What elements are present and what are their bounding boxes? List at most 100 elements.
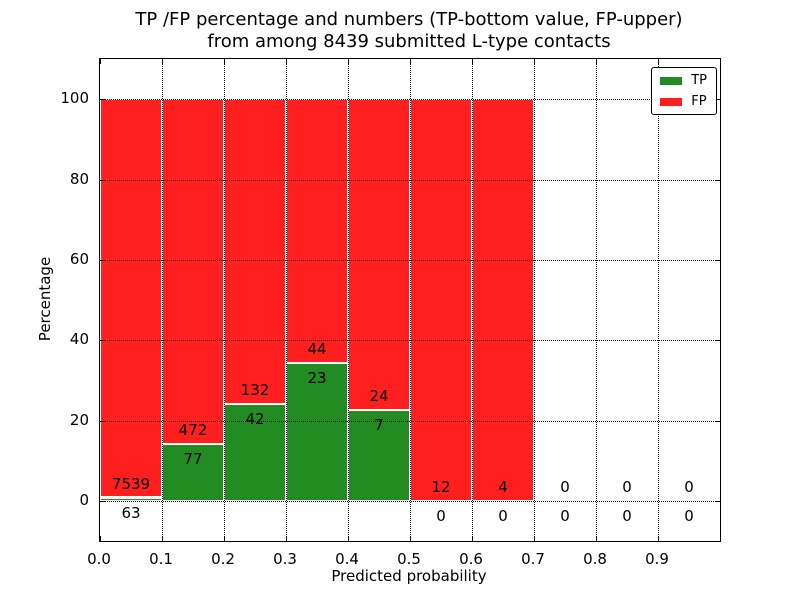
x-tick-top-0.3 [286,59,287,64]
count-label-tp-9: 0 [684,506,694,525]
legend-entry-tp: TP [660,74,707,87]
grid-line-x-0.5 [410,59,411,541]
count-label-tp-5: 0 [436,506,446,525]
y-tick-label-60: 60 [69,249,89,268]
bar-tp-3 [286,362,348,501]
x-tick-bottom-0.7 [534,536,535,541]
x-axis-label: Predicted probability [331,567,487,585]
grid-line-x-0.8 [596,59,597,541]
y-tick-label-40: 40 [69,330,89,349]
count-label-tp-8: 0 [622,506,632,525]
x-tick-top-0.5 [410,59,411,64]
bar-fp-5 [410,99,472,501]
x-tick-bottom-0.0 [100,536,101,541]
chart-title-line1: TP /FP percentage and numbers (TP-bottom… [135,9,683,30]
count-label-tp-2: 42 [245,409,265,428]
count-label-fp-0: 7539 [111,474,151,493]
count-label-tp-4: 7 [374,416,384,435]
bar-fp-3 [286,99,348,363]
count-label-tp-3: 23 [307,368,327,387]
x-tick-label-0.1: 0.1 [149,550,173,568]
fp-legend-label: FP [691,94,707,109]
x-tick-bottom-0.9 [658,536,659,541]
x-tick-label-0.0: 0.0 [87,550,111,568]
x-tick-label-0.6: 0.6 [459,550,483,568]
x-tick-top-0.6 [472,59,473,64]
y-tick-left-20 [100,420,105,422]
grid-line-x-0.2 [224,59,225,541]
bar-tp-0 [100,497,162,501]
bar-fp-1 [162,99,224,445]
x-tick-label-0.3: 0.3 [273,550,297,568]
x-tick-label-0.2: 0.2 [211,550,235,568]
x-tick-top-0.0 [100,59,101,64]
y-tick-label-80: 80 [69,169,89,188]
y-tick-left-60 [100,259,105,261]
y-tick-right-40 [715,340,720,342]
x-tick-bottom-0.4 [348,536,349,541]
count-label-fp-1: 472 [178,421,208,440]
count-label-fp-5: 12 [431,477,451,496]
x-tick-label-0.9: 0.9 [645,550,669,568]
y-axis-label: Percentage [36,256,54,342]
x-tick-label-0.4: 0.4 [335,550,359,568]
count-label-tp-1: 77 [183,450,203,469]
x-tick-bottom-0.6 [472,536,473,541]
count-label-fp-8: 0 [622,477,632,496]
bar-fp-0 [100,99,162,498]
tp-legend-swatch [660,76,683,85]
count-label-tp-7: 0 [560,506,570,525]
y-tick-left-40 [100,340,105,342]
bar-fp-6 [472,99,534,501]
y-tick-left-0 [100,500,105,502]
x-tick-top-0.8 [596,59,597,64]
count-label-fp-2: 132 [240,380,270,399]
bar-fp-4 [348,99,410,411]
chart-title: TP /FP percentage and numbers (TP-bottom… [99,9,719,53]
bar-tp-1 [162,444,224,501]
grid-line-x-0.1 [162,59,163,541]
x-tick-bottom-0.3 [286,536,287,541]
legend-entry-fp: FP [660,95,707,108]
y-tick-left-100 [100,99,105,101]
x-tick-top-0.7 [534,59,535,64]
x-tick-label-0.7: 0.7 [521,550,545,568]
x-tick-label-0.8: 0.8 [583,550,607,568]
y-tick-right-20 [715,420,720,422]
x-tick-bottom-0.2 [224,536,225,541]
y-tick-label-100: 100 [60,89,89,108]
grid-line-x-0.9 [658,59,659,541]
fp-legend-swatch [660,97,683,106]
x-tick-top-0.1 [162,59,163,64]
x-tick-bottom-0.5 [410,536,411,541]
grid-line-x-0.6 [472,59,473,541]
y-tick-label-20: 20 [69,410,89,429]
x-tick-top-0.2 [224,59,225,64]
y-tick-left-80 [100,179,105,181]
count-label-tp-6: 0 [498,506,508,525]
plot-area: TP FP 7539 63 472 77 132 42 44 23 24 7 12 0 4 0 0 0 0 0 0 0 [99,58,721,542]
count-label-tp-0: 63 [121,503,141,522]
x-tick-bottom-0.8 [596,536,597,541]
grid-line-x-0.4 [348,59,349,541]
count-label-fp-3: 44 [307,339,327,358]
x-tick-top-0.9 [658,59,659,64]
y-tick-right-100 [715,99,720,101]
grid-line-x-0.3 [286,59,287,541]
count-label-fp-4: 24 [369,387,389,406]
x-tick-bottom-0.1 [162,536,163,541]
count-label-fp-6: 4 [498,477,508,496]
y-tick-right-80 [715,179,720,181]
chart-title-line2: from among 8439 submitted L-type contact… [207,31,611,52]
y-tick-right-0 [715,500,720,502]
y-tick-right-60 [715,259,720,261]
grid-line-x-0.7 [534,59,535,541]
tp-legend-label: TP [691,73,707,88]
x-tick-top-0.4 [348,59,349,64]
x-tick-label-0.5: 0.5 [397,550,421,568]
legend: TP FP [651,67,717,115]
count-label-fp-7: 0 [560,477,570,496]
bar-tp-4 [348,410,410,501]
count-label-fp-9: 0 [684,477,694,496]
